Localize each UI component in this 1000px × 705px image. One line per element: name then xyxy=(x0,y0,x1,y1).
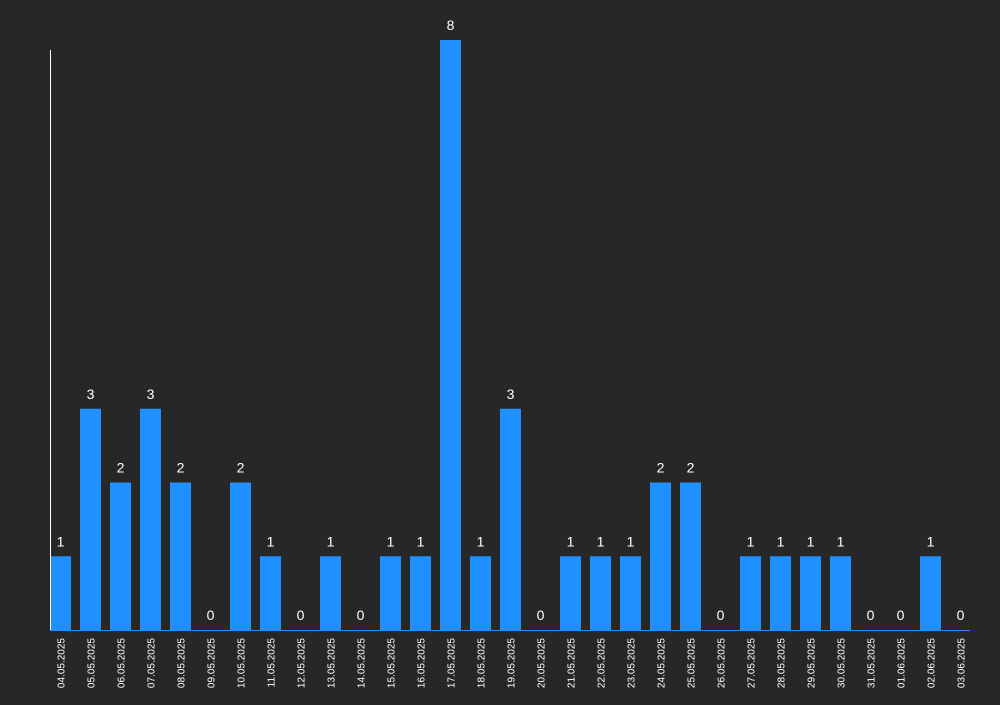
x-tick-label-24.05.2025: 24.05.2025 xyxy=(657,638,668,688)
x-tick-label-20.05.2025: 20.05.2025 xyxy=(537,638,548,688)
data-label-12.05.2025: 0 xyxy=(297,607,305,623)
x-tick-label-03.06.2025: 03.06.2025 xyxy=(957,638,968,688)
x-tick-label-14.05.2025: 14.05.2025 xyxy=(357,638,368,688)
x-tick-label-10.05.2025: 10.05.2025 xyxy=(237,638,248,688)
x-tick-label-16.05.2025: 16.05.2025 xyxy=(417,638,428,688)
bar-08.05.2025 xyxy=(170,482,191,630)
bar-29.05.2025 xyxy=(800,556,821,630)
bar-15.05.2025 xyxy=(380,556,401,630)
bar-04.05.2025 xyxy=(50,556,71,630)
data-label-25.05.2025: 2 xyxy=(687,460,695,476)
x-tick-label-17.05.2025: 17.05.2025 xyxy=(447,638,458,688)
data-label-10.05.2025: 2 xyxy=(237,460,245,476)
bar-30.05.2025 xyxy=(830,556,851,630)
x-tick-label-27.05.2025: 27.05.2025 xyxy=(747,638,758,688)
x-tick-label-19.05.2025: 19.05.2025 xyxy=(507,638,518,688)
data-label-24.05.2025: 2 xyxy=(657,460,665,476)
x-tick-label-01.06.2025: 01.06.2025 xyxy=(897,638,908,688)
bar-16.05.2025 xyxy=(410,556,431,630)
data-label-06.05.2025: 2 xyxy=(117,460,125,476)
x-tick-label-11.05.2025: 11.05.2025 xyxy=(267,638,278,688)
data-label-07.05.2025: 3 xyxy=(147,386,155,402)
data-label-28.05.2025: 1 xyxy=(777,533,785,549)
x-tick-label-26.05.2025: 26.05.2025 xyxy=(717,638,728,688)
bar-05.05.2025 xyxy=(80,408,101,630)
x-tick-label-06.05.2025: 06.05.2025 xyxy=(117,638,128,688)
data-label-31.05.2025: 0 xyxy=(867,607,875,623)
x-tick-label-15.05.2025: 15.05.2025 xyxy=(387,638,398,688)
bar-28.05.2025 xyxy=(770,556,791,630)
bar-19.05.2025 xyxy=(500,408,521,630)
x-tick-label-22.05.2025: 22.05.2025 xyxy=(597,638,608,688)
data-label-08.05.2025: 2 xyxy=(177,460,185,476)
x-tick-label-04.05.2025: 04.05.2025 xyxy=(57,638,68,688)
x-tick-label-09.05.2025: 09.05.2025 xyxy=(207,638,218,688)
bar-17.05.2025 xyxy=(440,40,461,630)
data-label-01.06.2025: 0 xyxy=(897,607,905,623)
data-label-18.05.2025: 1 xyxy=(477,533,485,549)
data-label-26.05.2025: 0 xyxy=(717,607,725,623)
x-tick-label-28.05.2025: 28.05.2025 xyxy=(777,638,788,688)
x-tick-label-18.05.2025: 18.05.2025 xyxy=(477,638,488,688)
data-label-20.05.2025: 0 xyxy=(537,607,545,623)
data-labels-layer: 1 3 2 3 2 0 2 1 0 1 0 1 1 8 1 3 0 1 1 1 2 2 0 1 1 1 1 0 0 1 0 xyxy=(57,17,965,623)
x-tick-label-12.05.2025: 12.05.2025 xyxy=(297,638,308,688)
data-label-22.05.2025: 1 xyxy=(597,533,605,549)
bar-06.05.2025 xyxy=(110,482,131,630)
bar-13.05.2025 xyxy=(320,556,341,630)
data-label-05.05.2025: 3 xyxy=(87,386,95,402)
x-tick-label-21.05.2025: 21.05.2025 xyxy=(567,638,578,688)
data-label-02.06.2025: 1 xyxy=(927,533,935,549)
data-label-16.05.2025: 1 xyxy=(417,533,425,549)
data-label-09.05.2025: 0 xyxy=(207,607,215,623)
data-label-15.05.2025: 1 xyxy=(387,533,395,549)
data-label-29.05.2025: 1 xyxy=(807,533,815,549)
data-label-27.05.2025: 1 xyxy=(747,533,755,549)
x-tick-label-31.05.2025: 31.05.2025 xyxy=(867,638,878,688)
data-label-21.05.2025: 1 xyxy=(567,533,575,549)
bar-24.05.2025 xyxy=(650,482,671,630)
x-tick-label-07.05.2025: 07.05.2025 xyxy=(147,638,158,688)
bar-23.05.2025 xyxy=(620,556,641,630)
bar-22.05.2025 xyxy=(590,556,611,630)
x-tick-label-02.06.2025: 02.06.2025 xyxy=(927,638,938,688)
bar-02.06.2025 xyxy=(920,556,941,630)
bar-11.05.2025 xyxy=(260,556,281,630)
data-label-11.05.2025: 1 xyxy=(267,533,275,549)
x-tick-label-29.05.2025: 29.05.2025 xyxy=(807,638,818,688)
bar-27.05.2025 xyxy=(740,556,761,630)
x-tick-label-30.05.2025: 30.05.2025 xyxy=(837,638,848,688)
data-label-17.05.2025: 8 xyxy=(447,17,455,33)
x-tick-label-25.05.2025: 25.05.2025 xyxy=(687,638,698,688)
data-label-30.05.2025: 1 xyxy=(837,533,845,549)
data-label-13.05.2025: 1 xyxy=(327,533,335,549)
data-label-14.05.2025: 0 xyxy=(357,607,365,623)
bar-18.05.2025 xyxy=(470,556,491,630)
data-label-03.06.2025: 0 xyxy=(957,607,965,623)
bar-25.05.2025 xyxy=(680,482,701,630)
x-tick-label-05.05.2025: 05.05.2025 xyxy=(87,638,98,688)
x-tick-label-13.05.2025: 13.05.2025 xyxy=(327,638,338,688)
bars-layer xyxy=(50,40,941,630)
bar-07.05.2025 xyxy=(140,408,161,630)
bar-21.05.2025 xyxy=(560,556,581,630)
data-label-19.05.2025: 3 xyxy=(507,386,515,402)
x-tick-label-08.05.2025: 08.05.2025 xyxy=(177,638,188,688)
x-tick-labels-layer: 04.05.2025 05.05.2025 06.05.2025 07.05.2025… xyxy=(57,638,968,688)
data-label-23.05.2025: 1 xyxy=(627,533,635,549)
data-label-04.05.2025: 1 xyxy=(57,533,65,549)
x-tick-label-23.05.2025: 23.05.2025 xyxy=(627,638,638,688)
bar-10.05.2025 xyxy=(230,482,251,630)
